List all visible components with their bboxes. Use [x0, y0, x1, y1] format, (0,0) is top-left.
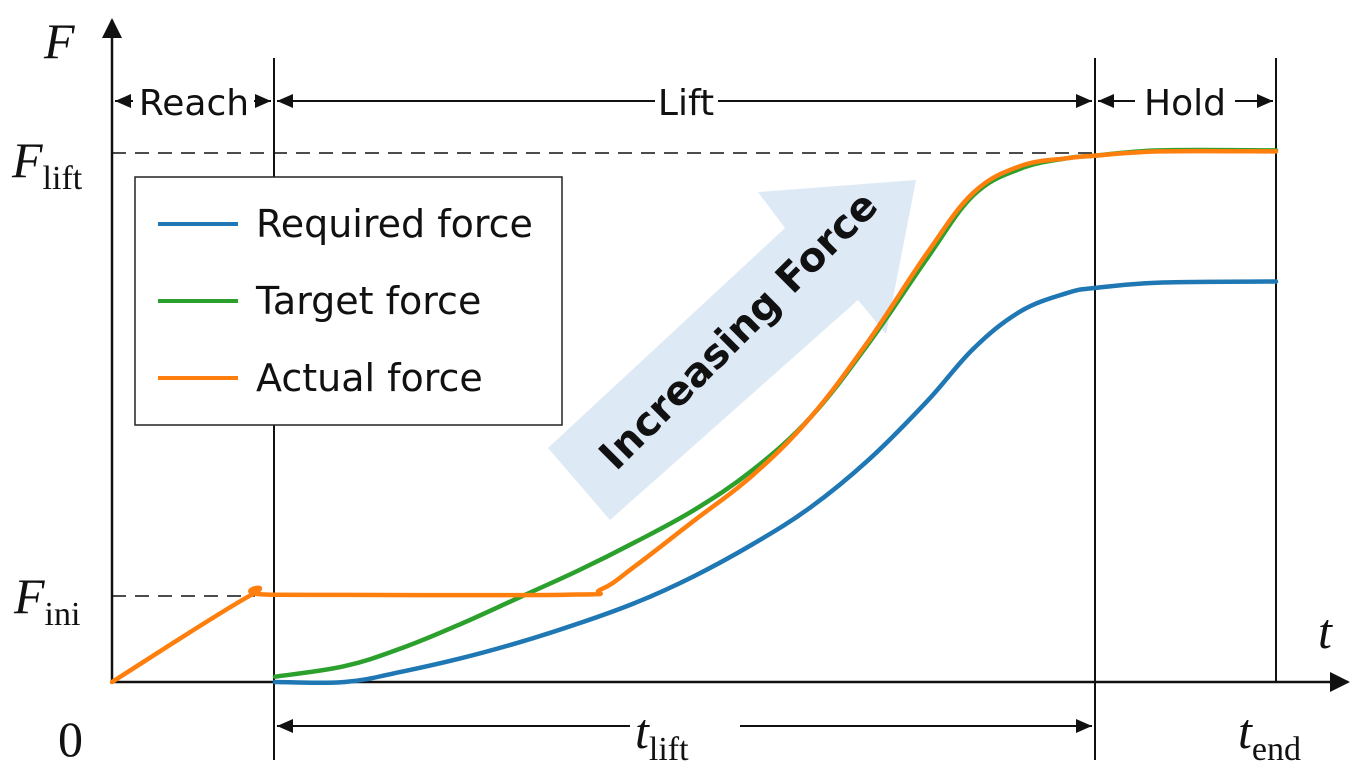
t-end-label: tend: [1238, 703, 1301, 768]
origin-label: 0: [58, 711, 83, 767]
phase-label-lift: Lift: [658, 83, 714, 124]
legend-label-required: Required force: [256, 202, 533, 246]
f-ini-label: Fini: [13, 568, 80, 633]
f-lift-label: Flift: [11, 132, 83, 197]
x-axis-label: t: [1318, 603, 1333, 659]
phase-label-hold: Hold: [1144, 83, 1226, 124]
series-line-actual-force: [109, 148, 1279, 685]
legend-label-actual: Actual force: [256, 356, 483, 400]
legend-label-target: Target force: [255, 279, 481, 323]
y-axis-label: F: [43, 13, 75, 69]
series-line-required-force: [272, 279, 1279, 686]
annotation-text: Increasing Force: [591, 183, 887, 479]
legend: Required force Target force Actual force: [134, 176, 563, 426]
legend-box: [134, 176, 563, 426]
series-group: [109, 147, 1279, 686]
phase-label-reach: Reach: [139, 83, 249, 124]
increasing-force-arrow: [548, 180, 916, 520]
t-lift-label: tlift: [635, 703, 689, 768]
